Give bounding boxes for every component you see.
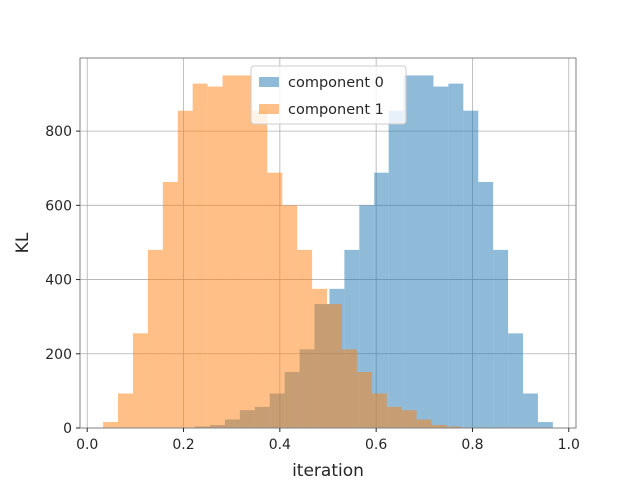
histogram-bar [327, 304, 342, 428]
histogram-bar [386, 406, 402, 428]
legend-swatch [259, 104, 279, 114]
histogram-bar [297, 249, 313, 428]
x-tick-label: 0.6 [365, 437, 387, 453]
histogram-bar [418, 75, 434, 429]
histogram-bar [401, 410, 417, 428]
histogram-bar [222, 75, 238, 429]
histogram-bar [118, 393, 133, 428]
legend-label: component 0 [288, 75, 384, 91]
histogram-bar [493, 249, 509, 428]
histogram-bar [103, 422, 119, 428]
x-tick-label: 0.2 [172, 437, 194, 453]
y-tick-label: 0 [63, 421, 72, 437]
histogram-bar [433, 86, 449, 428]
histogram-bar [463, 110, 479, 429]
plot-frame [79, 57, 577, 429]
histogram-bar [132, 333, 148, 428]
histogram-bar [374, 172, 389, 428]
x-tick-label: 0.0 [76, 437, 98, 453]
histogram-bar [431, 425, 447, 428]
legend-label: component 1 [288, 102, 384, 118]
series-1-bars [103, 75, 492, 429]
histogram-bar [312, 288, 328, 428]
histogram-bar [537, 422, 553, 428]
x-tick-label: 0.4 [269, 437, 291, 453]
histogram-bar [388, 110, 404, 429]
histogram-bar [508, 333, 524, 428]
histogram-bar [356, 371, 372, 428]
y-tick-label: 400 [45, 273, 72, 289]
histogram-bar [267, 172, 283, 428]
histogram-bar [478, 181, 494, 428]
legend: component 0 component 1 [250, 65, 407, 125]
legend-box [250, 65, 407, 125]
histogram-bar [282, 205, 298, 428]
histogram-bar [162, 181, 178, 428]
y-axis-label: KL [13, 232, 33, 253]
histogram-bar [341, 349, 357, 428]
histogram-bar [147, 249, 163, 428]
histogram-bar [207, 86, 223, 428]
histogram-bar [177, 110, 193, 429]
y-axis-ticks: 0 200 400 600 800 [45, 124, 80, 437]
x-axis-label: iteration [292, 461, 364, 480]
histogram-bar [237, 75, 253, 429]
histogram-bar [403, 75, 419, 429]
y-tick-label: 800 [45, 124, 72, 140]
histogram-bar [371, 393, 387, 428]
histogram-bar [448, 83, 464, 429]
histogram-bar [416, 419, 432, 428]
x-tick-label: 0.8 [461, 437, 483, 453]
histogram-bars [103, 75, 553, 429]
x-axis-ticks: 0.0 0.2 0.4 0.6 0.8 1.0 [76, 428, 580, 453]
histogram-bar [192, 83, 208, 429]
histogram-bar [252, 110, 268, 429]
legend-swatch [259, 77, 279, 87]
y-tick-label: 600 [45, 198, 72, 214]
y-tick-label: 200 [45, 347, 72, 363]
x-tick-label: 1.0 [558, 437, 580, 453]
histogram-bar [446, 426, 462, 428]
histogram-bar [523, 393, 538, 428]
